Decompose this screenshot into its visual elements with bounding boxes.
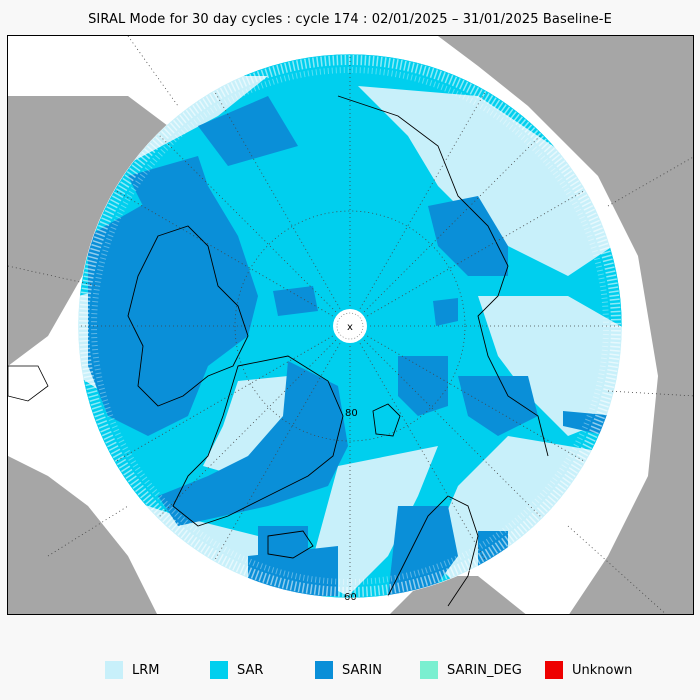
legend-item-sarin-deg: SARIN_DEG	[420, 660, 522, 680]
legend-label-sar: SAR	[237, 662, 264, 678]
legend-label-sarin-deg: SARIN_DEG	[447, 662, 522, 678]
legend-swatch-sar	[210, 661, 228, 679]
lat-label-60: 60	[344, 592, 357, 603]
sarin-region-siberia	[428, 196, 508, 276]
map-title: SIRAL Mode for 30 day cycles : cycle 174…	[88, 12, 612, 27]
sarin-region-svalbard	[398, 356, 448, 416]
greenland-land	[8, 456, 157, 614]
legend-swatch-sarin-deg	[420, 661, 438, 679]
parallel-80	[234, 210, 466, 442]
sarin-region-alaska	[128, 156, 218, 236]
coast-scandinavia	[387, 495, 479, 607]
legend-item-sarin: SARIN	[315, 660, 382, 680]
polar-map-canvas: x 80 60	[8, 36, 693, 614]
legend-item-sar: SAR	[210, 660, 263, 680]
legend-item-unknown: Unknown	[545, 660, 632, 680]
sarin-region-kara	[458, 376, 538, 436]
pole-gap: x	[333, 309, 367, 343]
sarin-region-small-2	[433, 298, 458, 326]
polar-map: x 80 60	[7, 35, 694, 615]
lrm-region-greenland	[203, 376, 308, 476]
lrm-region-ne	[358, 86, 622, 276]
legend-label-unknown: Unknown	[572, 662, 633, 678]
coast-svalbard	[372, 403, 401, 437]
coast-iceland	[267, 530, 314, 559]
legend-swatch-lrm	[105, 661, 123, 679]
disc-edge	[77, 53, 623, 599]
sarin-region-iceland	[258, 526, 308, 556]
legend: LRM SAR SARIN SARIN_DEG Unknown	[0, 660, 700, 680]
sarin-region-canada	[88, 186, 258, 436]
land-outside	[8, 36, 693, 614]
coastlines	[127, 95, 549, 607]
eurasia-land-east	[438, 36, 693, 614]
sarin-region-small-1	[273, 286, 318, 316]
sarin-region-greenland-east	[158, 361, 348, 526]
graticule	[8, 36, 693, 614]
legend-swatch-sarin	[315, 661, 333, 679]
legend-label-sarin: SARIN	[342, 662, 382, 678]
lat-label-80: 80	[345, 408, 358, 419]
coast-siberia	[337, 95, 549, 457]
pole-mark: x	[347, 322, 353, 333]
coast-greenland	[172, 355, 344, 527]
legend-item-lrm: LRM	[105, 660, 160, 680]
north-america-land	[8, 96, 168, 366]
lrm-region-east	[478, 296, 622, 436]
iceland-land	[8, 365, 49, 402]
legend-label-lrm: LRM	[132, 662, 160, 678]
legend-swatch-unknown	[545, 661, 563, 679]
lrm-region-south	[308, 446, 438, 596]
sarin-region-nw-strip	[198, 96, 298, 166]
